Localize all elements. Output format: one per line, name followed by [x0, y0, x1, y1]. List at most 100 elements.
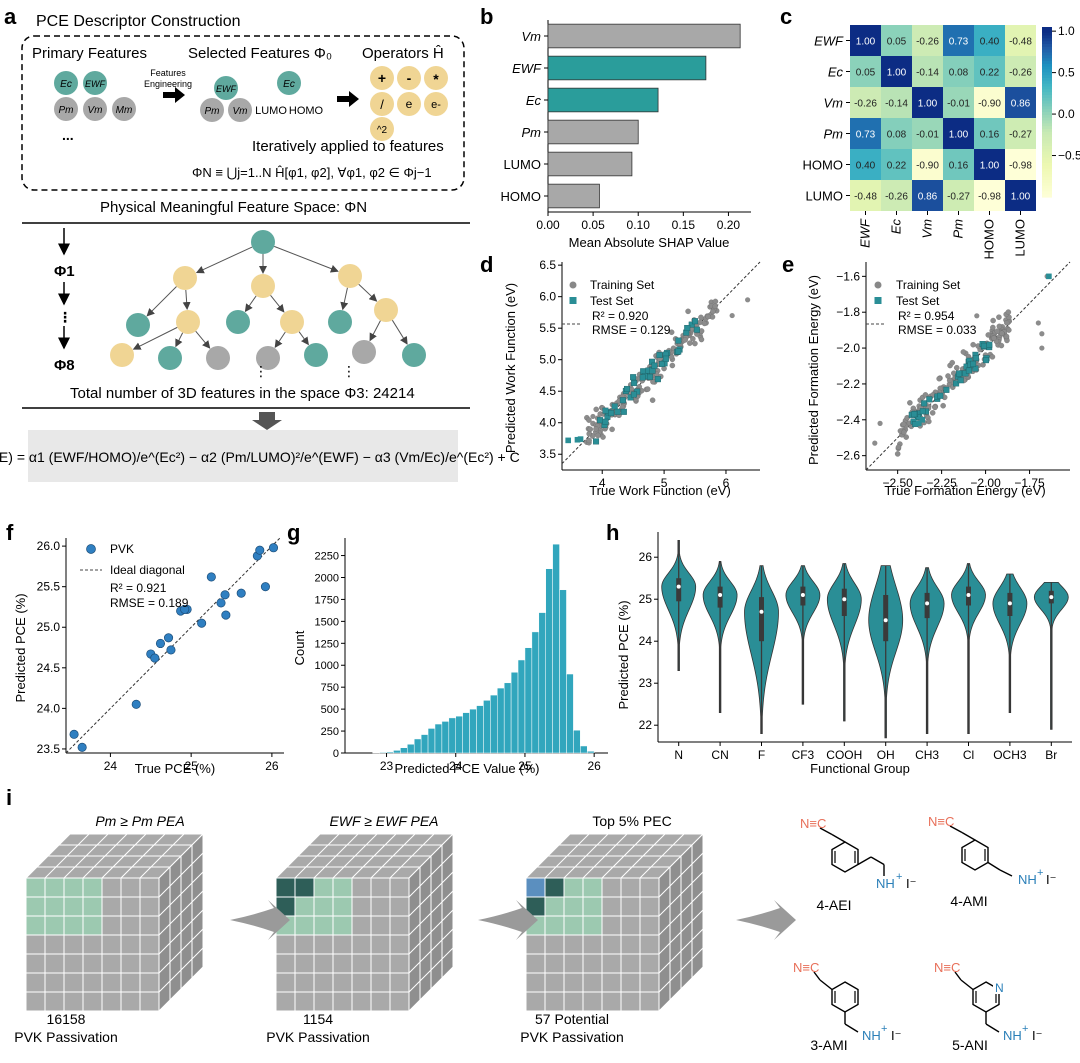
selected-label-vm: Vm	[233, 106, 248, 117]
tree-edge	[274, 246, 338, 271]
cube-front-cell	[390, 992, 409, 1011]
cube-front-cell	[295, 916, 314, 935]
cube-front-cell	[371, 878, 390, 897]
cube-front-cell	[102, 992, 121, 1011]
test-point	[956, 371, 962, 377]
y-tick-label-ewf: EWF	[512, 61, 542, 76]
panel-a-title: PCE Descriptor Construction	[36, 13, 241, 30]
y-tick-label: 500	[321, 704, 339, 716]
ammonium-label: NH	[1003, 1028, 1022, 1043]
training-point	[907, 400, 912, 405]
violin-median	[718, 593, 722, 597]
legend-pvk-marker	[87, 545, 96, 554]
cube-front-cell	[602, 954, 621, 973]
op-label-divide: /	[380, 97, 384, 112]
training-point	[600, 434, 605, 439]
bond	[858, 857, 871, 865]
cube-front-cell	[140, 935, 159, 954]
y-tick-label: 25.5	[37, 580, 61, 594]
colorbar-tick-label: 0.5	[1058, 66, 1075, 80]
training-point	[588, 427, 593, 432]
heatmap-cell-value: 0.08	[949, 68, 969, 79]
test-point	[692, 318, 698, 324]
test-point	[630, 374, 636, 380]
training-point	[999, 331, 1004, 336]
cube-front-cell	[564, 954, 583, 973]
cube-front-cell	[564, 973, 583, 992]
cube-front-cell	[583, 935, 602, 954]
y-tick-label: 5.5	[539, 321, 556, 335]
pvk-point	[237, 589, 245, 597]
y-tick-label: −2.6	[836, 449, 860, 463]
y-tick-label: 26	[639, 550, 653, 564]
training-point	[1006, 310, 1011, 315]
panel-label-h: h	[606, 520, 619, 545]
cube-front-cell	[545, 973, 564, 992]
pvk-point	[261, 582, 269, 590]
cube-front-cell	[83, 935, 102, 954]
y-tick-label: −2.4	[836, 413, 860, 427]
cube-front-cell	[352, 916, 371, 935]
cube-front-cell	[45, 954, 64, 973]
tree-edge	[147, 286, 176, 315]
cube-front-cell	[26, 973, 45, 992]
test-point	[966, 368, 972, 374]
cube-front-cell	[602, 897, 621, 916]
arrow-icon	[337, 91, 359, 107]
histogram-bar	[456, 716, 463, 753]
test-point	[640, 375, 646, 381]
histogram-bar	[560, 590, 567, 753]
cube-front-cell	[621, 954, 640, 973]
cube-front-cell	[526, 973, 545, 992]
cube-front-cell	[564, 935, 583, 954]
test-point	[981, 343, 987, 349]
heatmap-cell-value: 0.08	[887, 130, 907, 141]
bond	[961, 980, 973, 990]
cube-front-cell	[526, 992, 545, 1011]
primary-label-vm: Vm	[88, 105, 103, 116]
heatmap-cell-value: 0.40	[980, 37, 1000, 48]
histogram-bar	[463, 713, 470, 753]
heatmap-cell-value: -0.98	[978, 192, 1001, 203]
bond	[988, 863, 1000, 871]
heatmap-cell-value: 1.00	[918, 99, 938, 110]
training-point	[954, 365, 959, 370]
molecule-5-ani: N N≡C NH + I⁻ 5-ANI	[934, 960, 1042, 1053]
primary-label-pm: Pm	[59, 105, 74, 116]
histogram-bar	[393, 750, 400, 753]
pce-equation: F(PCE) = α1 (EWF/HOMO)/e^(Ec²) − α2 (Pm/…	[0, 449, 520, 465]
y-tick-label: 6.0	[539, 290, 556, 304]
cube-front-cell	[333, 916, 352, 935]
x-tick-label-cn: CN	[711, 748, 728, 762]
cube-front-cell	[45, 992, 64, 1011]
heatmap-col-label: EWF	[858, 218, 873, 248]
cube-front-cell	[564, 897, 583, 916]
cube-front-cell	[314, 973, 333, 992]
test-point	[603, 419, 609, 425]
test-point	[937, 393, 943, 399]
training-point	[991, 318, 996, 323]
heatmap-cell-value: -0.26	[854, 99, 877, 110]
primary-features-title: Primary Features	[32, 45, 147, 62]
heatmap-col-label: HOMO	[982, 219, 997, 259]
violin-median	[760, 610, 764, 614]
cube-front-cell	[352, 897, 371, 916]
training-point	[999, 343, 1004, 348]
cube-front-cell	[583, 916, 602, 935]
bond	[845, 1024, 858, 1032]
molecule-4-aei: N≡C NH + I⁻ 4-AEI	[800, 816, 916, 913]
cube-front-cell	[102, 878, 121, 897]
training-point	[650, 398, 655, 403]
training-point	[961, 349, 966, 354]
tree-node	[176, 310, 200, 334]
panel-a: a PCE Descriptor Construction Primary Fe…	[0, 4, 520, 482]
test-point	[621, 409, 627, 415]
e-legend-training: Training Set	[896, 278, 961, 292]
cube-front-cell	[390, 878, 409, 897]
test-point	[647, 374, 653, 380]
cube-front-cell	[602, 935, 621, 954]
y-tick-label: 250	[321, 726, 339, 738]
cube-front-cell	[602, 878, 621, 897]
